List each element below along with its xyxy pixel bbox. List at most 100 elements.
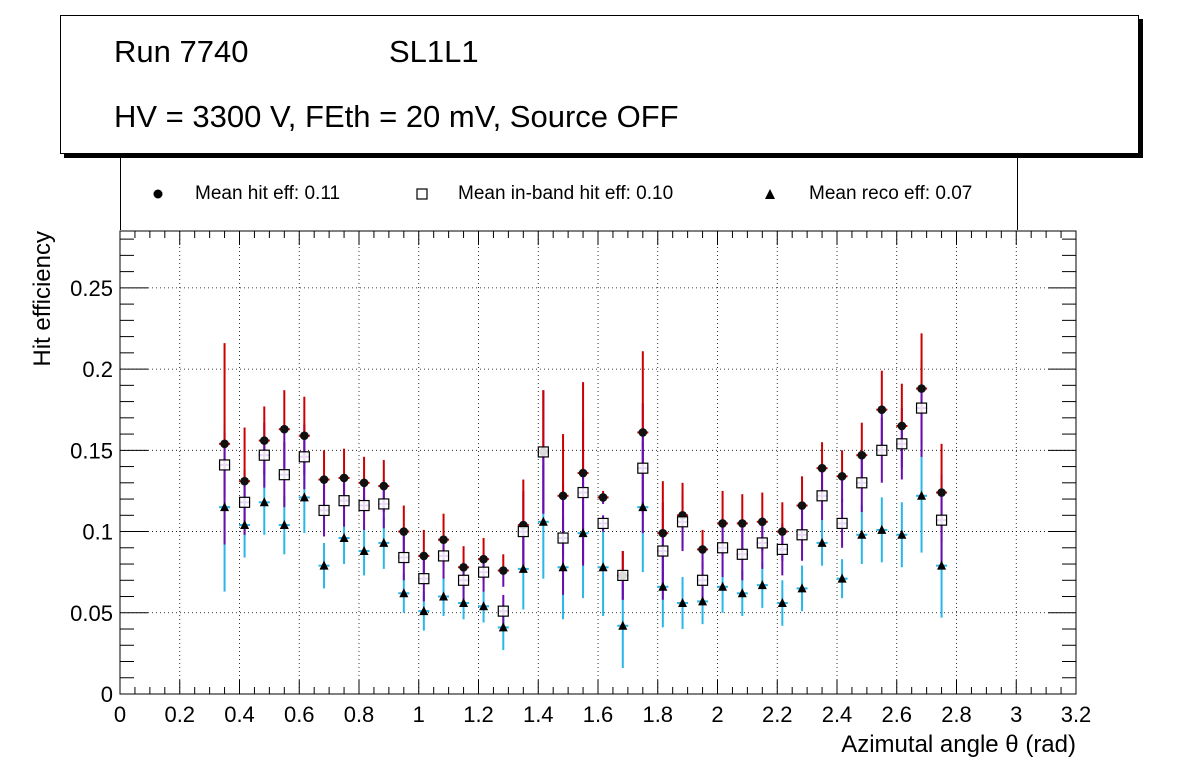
hit-eff-point [698, 545, 707, 554]
hit-eff-point [220, 439, 229, 449]
x-tick-label: 1.6 [583, 702, 614, 727]
hit-eff-point [280, 424, 289, 434]
hit-eff-point [718, 519, 727, 528]
y-tick-label: 0.1 [82, 520, 113, 545]
reco-eff-point [618, 620, 628, 630]
inband-eff-point [358, 499, 370, 512]
hit-eff-point [937, 488, 946, 497]
inband-eff-point [517, 525, 529, 538]
hit-eff-point [498, 566, 508, 575]
y-tick-label: 0 [101, 682, 113, 707]
hit-eff-point [339, 473, 349, 483]
inband-eff-point [338, 495, 350, 507]
hit-eff-point [638, 428, 648, 437]
reco-eff-point [897, 529, 907, 539]
hit-eff-point [259, 436, 269, 445]
inband-eff-point [557, 532, 569, 544]
x-tick-label: 0.8 [344, 702, 375, 727]
reco-eff-point [339, 533, 349, 543]
hit-eff-point [300, 431, 309, 440]
x-axis-title: Azimutal angle θ (rad) [841, 731, 1076, 758]
reco-eff-point [518, 563, 528, 573]
legend-hit-eff: Mean hit eff: 0.11 [195, 183, 341, 204]
inband-eff-point [876, 444, 888, 456]
reco-eff-point [678, 598, 688, 608]
reco-eff-point [259, 497, 269, 507]
inband-eff-point [298, 451, 310, 463]
inband-eff-point [218, 459, 231, 471]
reco-eff-point [917, 490, 927, 500]
hit-eff-point [917, 384, 926, 393]
inband-eff-point [796, 529, 808, 541]
reco-eff-point [279, 520, 289, 530]
x-tick-label: 3.2 [1061, 702, 1092, 727]
inband-eff-point [756, 537, 768, 549]
run-label: Run 7740 [114, 34, 249, 69]
reco-eff-point [638, 502, 648, 512]
inband-eff-point [437, 550, 450, 562]
inband-eff-point [935, 514, 948, 526]
reco-eff-point [737, 588, 747, 598]
inband-eff-point [537, 446, 549, 458]
reco-eff-point [857, 529, 867, 539]
x-tick-label: 0.4 [224, 702, 255, 727]
x-tick-label: 1.8 [642, 702, 673, 727]
reco-eff-point [877, 524, 887, 534]
hit-eff-point [439, 535, 448, 544]
reco-eff-point [319, 560, 329, 570]
x-tick-label: 0 [114, 702, 126, 727]
x-tick-label: 2.6 [881, 702, 912, 727]
hit-eff-point [479, 554, 488, 564]
y-tick-label: 0.2 [82, 357, 113, 382]
reco-eff-point [359, 546, 369, 556]
x-tick-label: 1.2 [463, 702, 494, 727]
reco-eff-point [817, 537, 827, 547]
y-axis-title: Hit efficiency [29, 231, 56, 367]
inband-eff-point [637, 462, 649, 474]
inband-eff-point [915, 402, 928, 414]
hit-eff-point [240, 476, 249, 486]
inband-eff-point [577, 486, 589, 499]
inband-eff-point [696, 574, 709, 586]
hit-eff-point [598, 493, 608, 502]
hit-eff-point [837, 472, 847, 481]
layer-label: SL1L1 [389, 34, 479, 69]
hit-eff-point [817, 463, 827, 473]
hit-eff-point [758, 517, 767, 527]
legend: Mean hit eff: 0.11 Mean in-band hit eff:… [120, 158, 1018, 230]
inband-eff-point [278, 469, 290, 481]
hit-eff-point [558, 491, 568, 501]
x-tick-label: 1.4 [523, 702, 554, 727]
hit-eff-point [359, 478, 369, 488]
y-tick-label: 0.25 [70, 276, 113, 301]
hit-eff-point [778, 527, 787, 536]
inband-eff-point [836, 517, 848, 530]
inband-eff-point [816, 490, 828, 502]
reco-eff-point [419, 606, 429, 616]
inband-eff-point [418, 573, 430, 585]
hit-eff-point [658, 528, 668, 538]
inband-eff-point [896, 438, 908, 450]
y-tick-label: 0.05 [70, 601, 113, 626]
hit-eff-point [459, 562, 468, 572]
inband-eff-point [398, 551, 410, 564]
reco-eff-point [757, 580, 767, 590]
hit-eff-point [797, 501, 807, 510]
reco-eff-point [459, 598, 469, 608]
reco-eff-point [299, 492, 309, 502]
inband-eff-point [477, 566, 490, 578]
inband-eff-point [457, 574, 470, 586]
legend-inband-eff: Mean in-band hit eff: 0.10 [458, 183, 674, 204]
hit-eff-point [857, 450, 867, 460]
reco-eff-point [479, 601, 489, 611]
reco-eff-point [658, 581, 668, 591]
reco-eff-point [498, 622, 508, 632]
inband-eff-point [657, 545, 669, 557]
inband-eff-point [378, 498, 390, 510]
inband-eff-point [676, 516, 689, 528]
x-tick-label: 1 [413, 702, 425, 727]
hit-eff-point [897, 421, 907, 431]
x-tick-label: 0.2 [164, 702, 195, 727]
reco-eff-point [698, 596, 708, 606]
reco-eff-point [598, 562, 608, 572]
